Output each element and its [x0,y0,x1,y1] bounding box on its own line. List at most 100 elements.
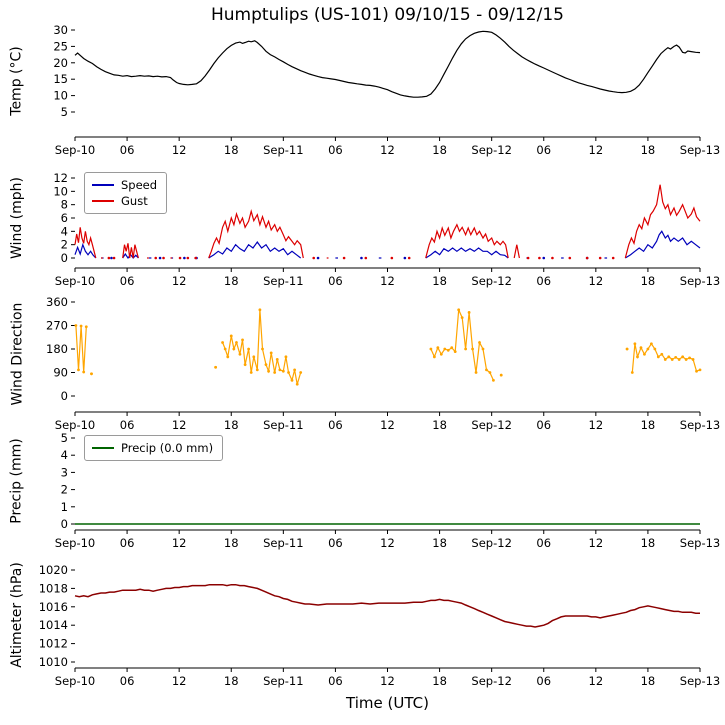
svg-text:0: 0 [61,251,68,265]
svg-text:06: 06 [328,418,343,432]
svg-text:18: 18 [432,274,447,288]
svg-text:18: 18 [641,674,656,688]
svg-text:18: 18 [641,143,656,157]
svg-text:12: 12 [172,418,187,432]
svg-text:5: 5 [61,105,68,119]
svg-text:Sep-12: Sep-12 [471,674,511,688]
svg-text:18: 18 [432,418,447,432]
svg-text:1014: 1014 [39,618,68,632]
precip-legend: Precip (0.0 mm) [84,435,224,461]
legend-label-speed: Speed [121,178,158,192]
legend-item-precip: Precip (0.0 mm) [92,440,213,456]
svg-text:06: 06 [536,418,551,432]
svg-text:06: 06 [120,418,135,432]
svg-text:18: 18 [224,143,239,157]
svg-text:Sep-10: Sep-10 [55,536,95,550]
svg-text:Sep-12: Sep-12 [471,143,511,157]
svg-text:18: 18 [432,674,447,688]
svg-text:Sep-13: Sep-13 [680,418,720,432]
svg-text:12: 12 [380,418,395,432]
svg-text:Sep-12: Sep-12 [471,536,511,550]
svg-text:0: 0 [61,389,68,403]
svg-text:1016: 1016 [39,600,68,614]
svg-text:12: 12 [380,674,395,688]
svg-text:18: 18 [432,536,447,550]
svg-text:1020: 1020 [39,563,68,577]
svg-text:06: 06 [120,143,135,157]
svg-text:5: 5 [61,431,68,445]
svg-text:18: 18 [641,536,656,550]
svg-text:06: 06 [536,674,551,688]
svg-text:18: 18 [432,143,447,157]
svg-text:Sep-10: Sep-10 [55,674,95,688]
svg-text:1010: 1010 [39,655,68,669]
svg-text:06: 06 [536,143,551,157]
svg-text:6: 6 [61,211,68,225]
svg-text:Sep-13: Sep-13 [680,143,720,157]
svg-text:12: 12 [380,143,395,157]
chart-title: Humptulips (US-101) 09/10/15 - 09/12/15 [211,5,564,25]
svg-text:12: 12 [172,143,187,157]
svg-text:10: 10 [53,184,68,198]
svg-text:90: 90 [53,366,68,380]
svg-text:Sep-11: Sep-11 [263,274,303,288]
svg-text:12: 12 [380,274,395,288]
speed-line-swatch [92,184,114,186]
svg-text:1012: 1012 [39,637,68,651]
svg-text:18: 18 [224,674,239,688]
svg-text:12: 12 [589,143,604,157]
svg-text:12: 12 [589,674,604,688]
svg-text:12: 12 [589,274,604,288]
svg-text:3: 3 [61,465,68,479]
x-axis-title: Time (UTC) [346,694,429,712]
svg-text:20: 20 [53,56,68,70]
svg-text:360: 360 [46,295,68,309]
legend-item-gust: Gust [92,193,157,209]
svg-text:2: 2 [61,238,68,252]
svg-text:15: 15 [53,72,68,86]
svg-text:18: 18 [224,418,239,432]
svg-text:270: 270 [46,319,68,333]
svg-text:18: 18 [224,274,239,288]
svg-text:8: 8 [61,198,68,212]
svg-text:Sep-11: Sep-11 [263,674,303,688]
svg-text:Sep-11: Sep-11 [263,536,303,550]
svg-text:Sep-12: Sep-12 [471,274,511,288]
svg-text:06: 06 [536,536,551,550]
legend-item-speed: Speed [92,177,157,193]
svg-text:4: 4 [61,448,68,462]
svg-text:1018: 1018 [39,581,68,595]
svg-text:Sep-13: Sep-13 [680,274,720,288]
svg-text:12: 12 [172,536,187,550]
svg-text:Sep-13: Sep-13 [680,674,720,688]
svg-text:06: 06 [328,143,343,157]
svg-text:0: 0 [61,517,68,531]
svg-text:Sep-13: Sep-13 [680,536,720,550]
svg-text:1: 1 [61,500,68,514]
svg-text:12: 12 [589,418,604,432]
svg-text:30: 30 [53,23,68,37]
svg-text:06: 06 [120,274,135,288]
svg-text:06: 06 [328,674,343,688]
svg-text:Sep-12: Sep-12 [471,418,511,432]
svg-text:10: 10 [53,89,68,103]
svg-text:06: 06 [328,536,343,550]
gust-line-swatch [92,200,114,202]
svg-text:Sep-10: Sep-10 [55,418,95,432]
svg-text:18: 18 [224,536,239,550]
svg-text:Sep-11: Sep-11 [263,418,303,432]
svg-text:180: 180 [46,342,68,356]
wind-legend: Speed Gust [84,172,168,214]
legend-label-precip: Precip (0.0 mm) [121,441,214,455]
svg-text:12: 12 [589,536,604,550]
svg-text:06: 06 [536,274,551,288]
svg-text:06: 06 [120,536,135,550]
svg-text:2: 2 [61,483,68,497]
svg-text:Sep-10: Sep-10 [55,274,95,288]
legend-label-gust: Gust [121,194,148,208]
svg-text:25: 25 [53,39,68,53]
svg-text:06: 06 [120,674,135,688]
svg-text:06: 06 [328,274,343,288]
